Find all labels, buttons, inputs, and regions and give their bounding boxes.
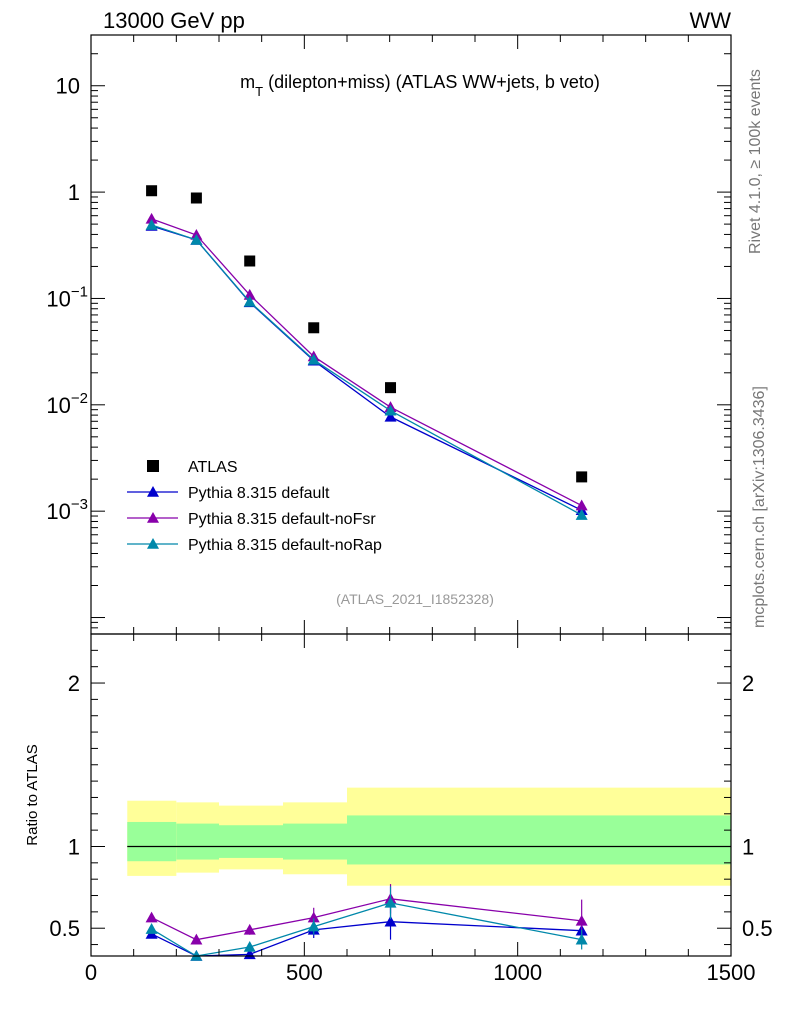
main-panel: 10 1 10−1 10−2 10−3 mT (dilepton+miss) (ATLA…: [46, 34, 732, 635]
plot-title-rest: (dilepton+miss) (ATLAS WW+jets, b veto): [263, 72, 600, 92]
ratio-tick-label-right: 0.5: [742, 916, 773, 941]
analysis-tag: (ATLAS_2021_I1852328): [336, 591, 494, 607]
x-tick-label: 1500: [707, 960, 756, 985]
data-point: [576, 471, 588, 483]
ratio-tick-label-left: 2: [68, 671, 80, 696]
plot-title: mT (dilepton+miss) (ATLAS WW+jets, b vet…: [240, 72, 600, 99]
legend-marker: [147, 538, 159, 549]
ratio-series-point: [307, 911, 320, 923]
ratio-frame: [90, 633, 732, 957]
legend-marker: [147, 512, 159, 523]
series-point: [384, 404, 397, 416]
series-point: [145, 219, 158, 230]
side-mcplots-label: mcplots.cern.ch [arXiv:1306.3436]: [751, 386, 768, 628]
x-tick-label: 1000: [493, 960, 542, 985]
series-point: [307, 353, 320, 365]
uncertainty-band-inner: [283, 823, 347, 860]
y-tick-label: 1: [68, 180, 80, 205]
data-point: [385, 382, 397, 394]
data-point: [146, 185, 158, 197]
ratio-series-point: [243, 941, 256, 952]
ratio-series-point: [243, 923, 256, 935]
data-point: [244, 255, 256, 267]
legend-label: Pythia 8.315 default: [188, 485, 330, 502]
main-frame: [90, 34, 732, 635]
ratio-series-point: [145, 923, 158, 934]
uncertainty-band-inner: [347, 815, 731, 865]
ratio-series-line: [151, 902, 582, 957]
ratio-series-line: [151, 921, 582, 957]
data-point: [308, 322, 320, 334]
series-point: [145, 212, 158, 224]
legend: ATLAS Pythia 8.315 default Pythia 8.315 de…: [127, 459, 382, 554]
ratio-series-point: [307, 920, 320, 932]
ratio-series-point: [145, 911, 158, 923]
series-point: [575, 509, 588, 520]
ratio-tick-label-left: 0.5: [49, 916, 80, 941]
ratio-series-line: [151, 898, 582, 941]
y-tick-label: 10: [56, 74, 80, 99]
ratio-tick-label-right: 1: [742, 834, 754, 859]
x-tick-label: 500: [286, 960, 323, 985]
ratio-series-point: [190, 933, 203, 945]
ratio-tick-label-right: 2: [742, 671, 754, 696]
legend-label: Pythia 8.315 default-noRap: [188, 537, 382, 554]
legend-label-data: ATLAS: [188, 459, 238, 476]
ratio-ylabel: Ratio to ATLAS: [24, 744, 41, 845]
legend-marker: [147, 486, 159, 497]
side-rivet-label: Rivet 4.1.0, ≥ 100k events: [747, 69, 764, 254]
series-line: [151, 224, 582, 516]
legend-label: Pythia 8.315 default-noFsr: [188, 511, 376, 528]
plot-title-sub: T: [255, 84, 263, 99]
series-point: [243, 295, 256, 307]
y-tick-label: 10−2: [46, 390, 88, 418]
uncertainty-band-inner: [127, 821, 177, 862]
ratio-series-point: [384, 896, 397, 908]
plot-title-main: m: [240, 72, 255, 92]
ratio-series-point: [575, 914, 588, 926]
ratio-tick-label-left: 1: [68, 834, 80, 859]
legend-marker-data: [147, 460, 159, 472]
uncertainty-band-inner: [176, 823, 219, 860]
series-point: [190, 233, 203, 245]
series-point: [575, 499, 588, 511]
series-line: [151, 218, 582, 507]
data-point: [190, 192, 202, 204]
ratio-panel: 0 500 1000 1500 0.5 0.5 1 1 2 2 Ratio to ATLAS: [24, 633, 773, 985]
y-tick-label: 10−1: [46, 283, 88, 311]
header-energy-label: 13000 GeV pp: [103, 8, 245, 33]
series-point: [384, 410, 397, 422]
x-tick-label: 0: [85, 960, 97, 985]
uncertainty-band-inner: [219, 825, 283, 858]
ratio-series-point: [384, 915, 397, 927]
ratio-series-point: [575, 933, 588, 945]
y-tick-label: 10−3: [46, 496, 88, 524]
header-process-label: WW: [689, 8, 731, 33]
series-point: [243, 288, 256, 300]
